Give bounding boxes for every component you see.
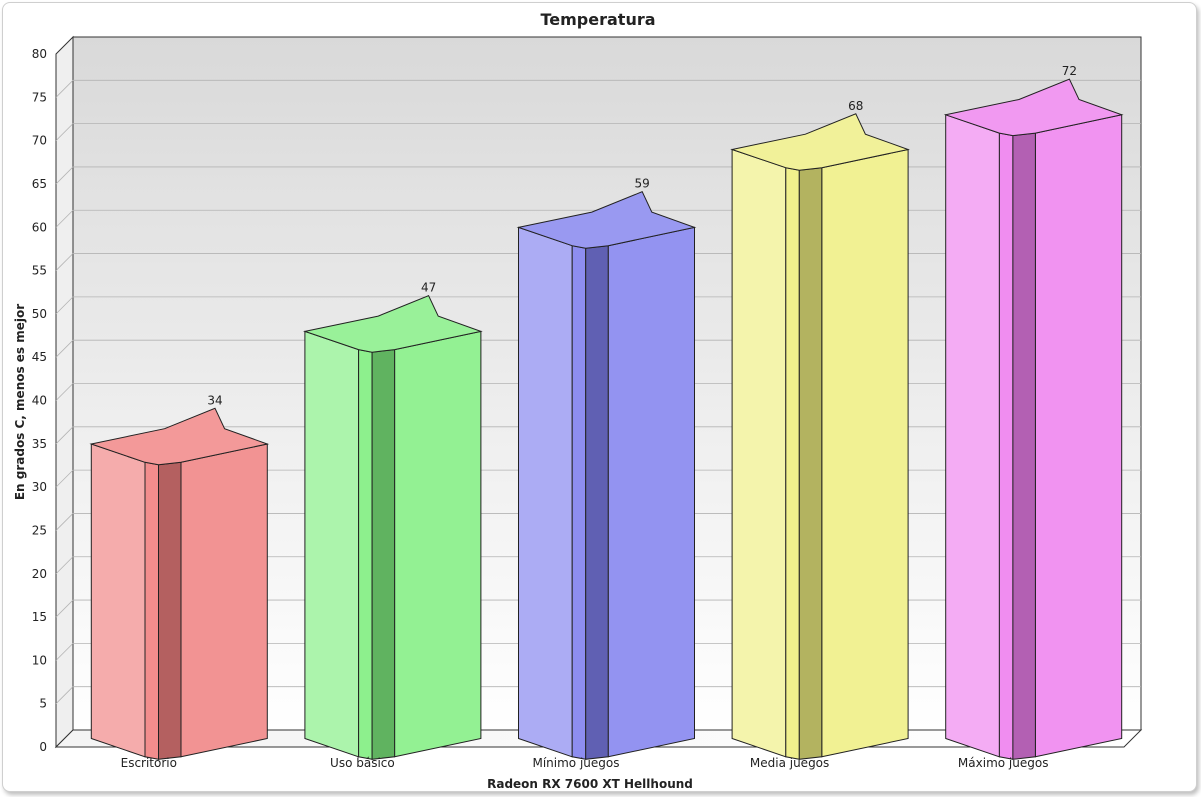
x-tick-label: Mínimo juegos: [532, 756, 619, 770]
bar-face-left: [731, 148, 787, 758]
y-tick-label: 70: [32, 134, 47, 148]
bar-face-inner-right: [371, 349, 396, 760]
bar-face-inner-left: [571, 245, 587, 760]
y-tick-label: 15: [32, 610, 47, 624]
x-tick-label: Máximo juegos: [958, 756, 1049, 770]
y-tick-label: 0: [39, 740, 47, 754]
bar-face-right: [821, 148, 909, 758]
gridline-side: [55, 556, 74, 575]
gridline-side: [55, 209, 74, 228]
y-axis-ticks: 0 5 10 15 20 25 30 35 40 45 50 55 60 65 70 75 80: [32, 47, 47, 754]
bar-top: [303, 295, 483, 353]
bar-face-right: [180, 443, 268, 758]
bar-face-inner-right: [1012, 132, 1036, 760]
y-tick-label: 30: [32, 480, 47, 494]
bar-face-inner-right: [158, 461, 182, 760]
bar-face-inner-right: [798, 167, 823, 760]
bar: [516, 191, 697, 760]
x-tick-label: Uso básico: [330, 756, 395, 770]
bar-face-inner-right: [585, 245, 609, 760]
y-tick-label: 55: [32, 264, 47, 278]
bar-face-right: [607, 226, 695, 758]
y-tick-label: 10: [32, 653, 47, 667]
y-tick-label: 35: [32, 437, 47, 451]
gridline-side: [55, 383, 74, 401]
bar: [943, 78, 1124, 760]
bar-face-left: [945, 114, 1000, 758]
bar-face-left: [518, 226, 573, 758]
data-label: 59: [635, 177, 650, 191]
y-tick-label: 80: [32, 47, 47, 61]
gridline-side: [55, 123, 74, 141]
x-axis-title: Radeon RX 7600 XT Hellhound: [487, 777, 693, 791]
y-tick-label: 50: [32, 307, 47, 321]
gridline-side: [55, 513, 74, 531]
gridline-side: [55, 166, 74, 185]
data-label: 72: [1062, 64, 1077, 78]
y-tick-label: 25: [32, 523, 47, 537]
gridline-side: [55, 686, 74, 704]
gridline-side: [55, 339, 74, 358]
bar: [303, 295, 483, 760]
gridline-side: [55, 253, 74, 271]
y-tick-label: 60: [32, 220, 47, 234]
gridline-side: [55, 643, 74, 661]
bar-face-left: [304, 330, 360, 758]
y-tick-label: 20: [32, 567, 47, 581]
gridline-side: [55, 599, 74, 618]
data-label: 68: [848, 99, 863, 113]
chart-title: Temperatura: [540, 10, 655, 29]
x-tick-label: Escritorio: [121, 756, 177, 770]
y-tick-label: 45: [32, 350, 47, 364]
bar-face-inner-left: [785, 167, 800, 760]
bar-top: [89, 407, 270, 466]
gridline-side: [55, 426, 74, 445]
bar: [730, 113, 910, 760]
y-tick-label: 40: [32, 394, 47, 408]
bar-top: [730, 113, 910, 171]
y-tick-label: 75: [32, 90, 47, 104]
data-label: 47: [421, 281, 436, 295]
bar-face-right: [394, 330, 482, 758]
bar-face-right: [1034, 114, 1123, 758]
x-tick-label: Media juegos: [750, 756, 829, 770]
bar-face-inner-left: [998, 132, 1014, 760]
gridline-side: [55, 296, 74, 315]
bar-top: [943, 78, 1124, 137]
bar: [89, 407, 270, 760]
y-axis-title: En grados C, menos es mejor: [13, 304, 27, 500]
data-labels: 34 47 59 68 72: [207, 64, 1077, 407]
gridline-side: [55, 469, 74, 488]
y-tick-label: 5: [39, 697, 47, 711]
bars: [89, 78, 1124, 760]
bar-face-inner-left: [358, 348, 373, 760]
bar-face-inner-left: [144, 461, 159, 760]
data-label: 34: [207, 393, 222, 407]
gridline-side: [55, 80, 74, 98]
bar-face-left: [90, 443, 146, 758]
y-tick-label: 65: [32, 177, 47, 191]
bar-top: [516, 191, 697, 249]
x-axis-ticks: Escritorio Uso básico Mínimo juegos Media j…: [121, 756, 1049, 770]
